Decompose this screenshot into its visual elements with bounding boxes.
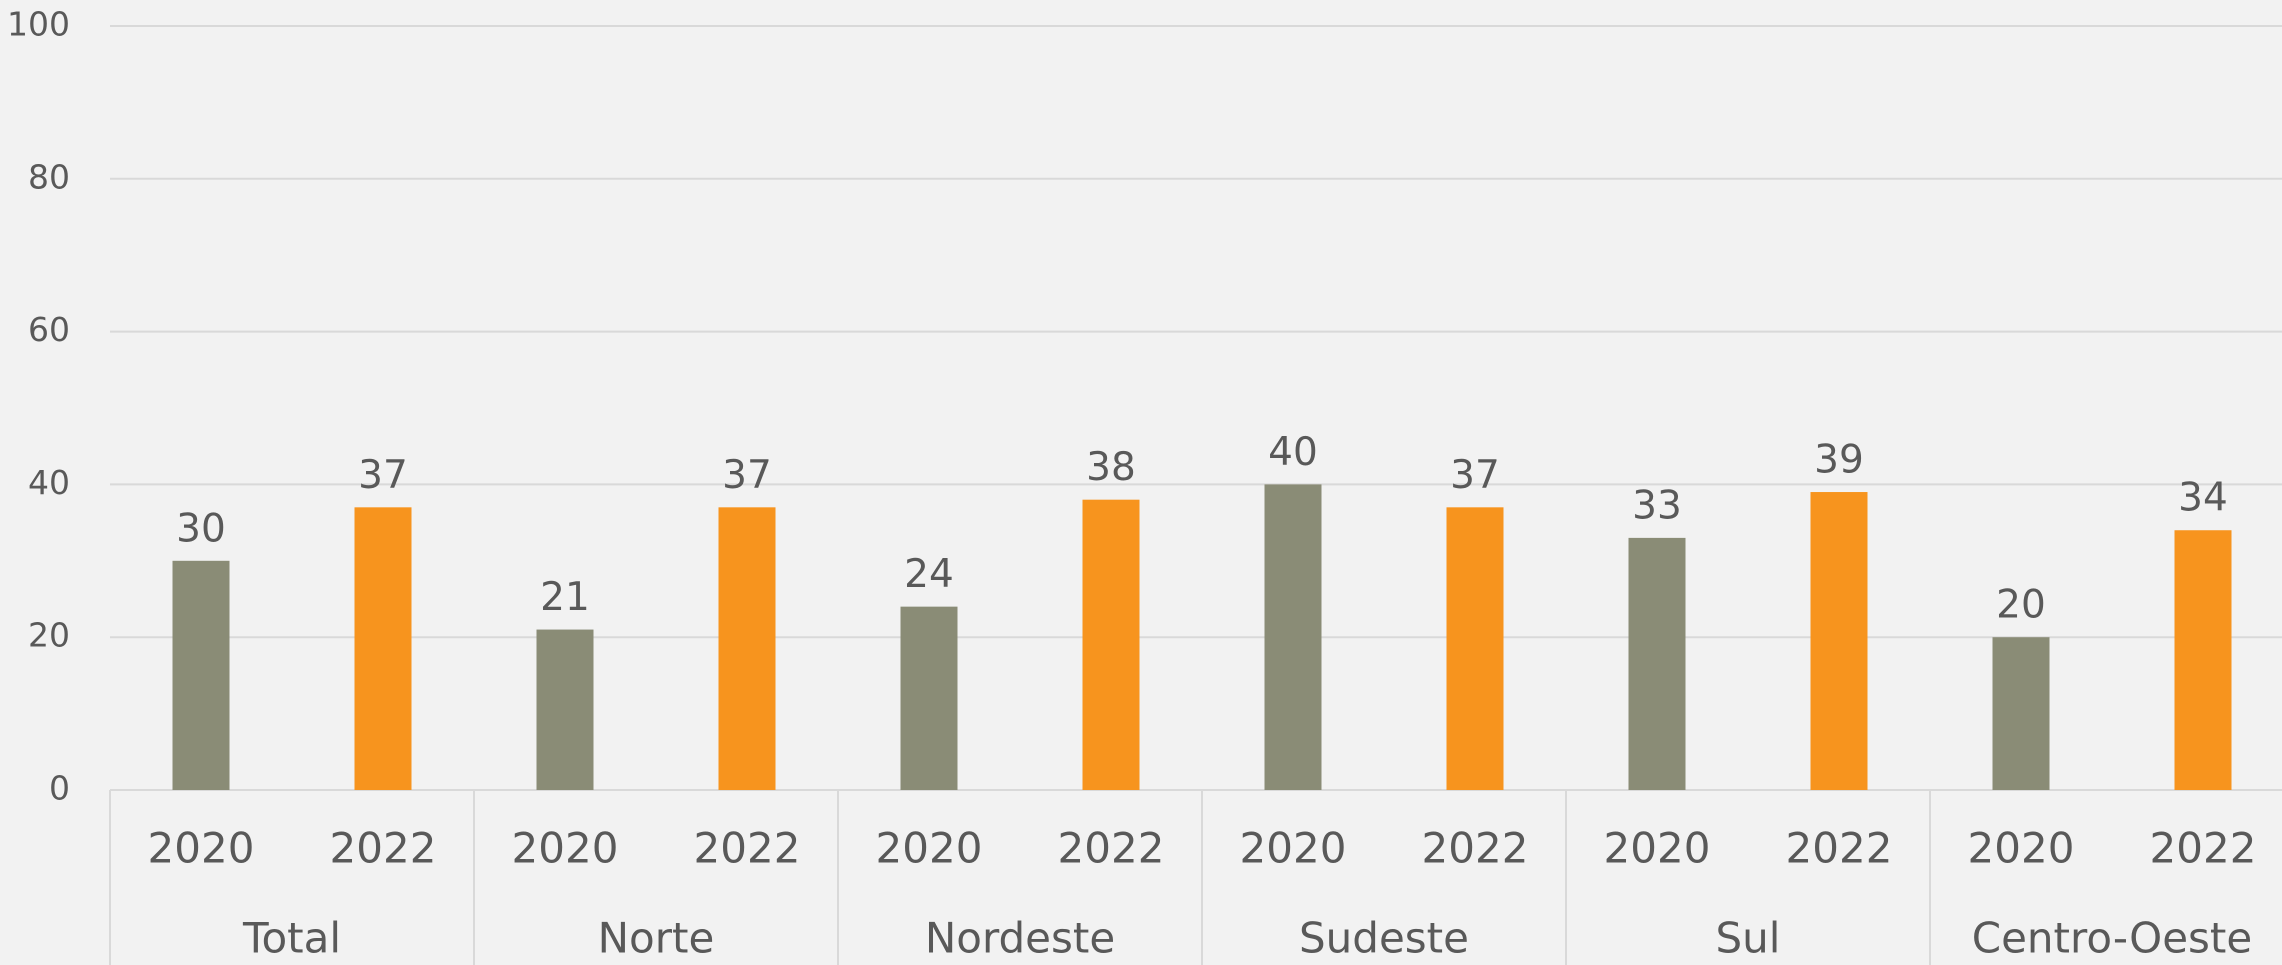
x-series-label: 2020 [1968, 824, 2075, 873]
bar [718, 507, 776, 790]
value-label: 21 [540, 575, 590, 620]
x-category-label: Sudeste [1299, 914, 1469, 963]
x-category-label: Total [242, 914, 341, 963]
y-tick-label: 60 [28, 310, 70, 349]
bar [1628, 537, 1686, 790]
value-label: 24 [904, 552, 954, 597]
value-label: 40 [1268, 430, 1318, 475]
value-label: 33 [1632, 483, 1682, 528]
value-label: 37 [358, 453, 408, 498]
bar [1446, 507, 1504, 790]
bar [1082, 499, 1140, 790]
x-series-label: 2022 [694, 824, 801, 873]
y-tick-label: 0 [49, 769, 70, 808]
bar [1264, 484, 1322, 790]
y-tick-label: 20 [28, 616, 70, 655]
x-series-label: 2022 [1422, 824, 1529, 873]
value-label: 30 [176, 506, 226, 551]
value-label: 37 [1450, 453, 1500, 498]
x-series-label: 2020 [1604, 824, 1711, 873]
value-label: 39 [1814, 438, 1864, 483]
bar [536, 629, 594, 790]
value-label: 20 [1996, 583, 2046, 628]
y-tick-label: 100 [7, 5, 70, 44]
y-tick-label: 80 [28, 157, 70, 196]
x-category-label: Centro-Oeste [1972, 914, 2253, 963]
x-series-label: 2020 [876, 824, 983, 873]
bar [1992, 637, 2050, 790]
x-category-label: Norte [598, 914, 715, 963]
value-label: 38 [1086, 445, 1136, 490]
x-series-label: 2022 [1786, 824, 1893, 873]
x-series-label: 2020 [1240, 824, 1347, 873]
bar [2174, 530, 2232, 790]
bar [1810, 492, 1868, 790]
bar [172, 560, 230, 790]
value-label: 34 [2178, 476, 2228, 521]
bar [354, 507, 412, 790]
y-tick-label: 40 [28, 463, 70, 502]
value-label: 37 [722, 453, 772, 498]
bar [900, 606, 958, 790]
x-series-label: 2022 [330, 824, 437, 873]
x-category-label: Sul [1716, 914, 1781, 963]
x-series-label: 2020 [512, 824, 619, 873]
x-series-label: 2022 [1058, 824, 1165, 873]
x-series-label: 2022 [2150, 824, 2257, 873]
x-category-label: Nordeste [925, 914, 1115, 963]
x-series-label: 2020 [148, 824, 255, 873]
